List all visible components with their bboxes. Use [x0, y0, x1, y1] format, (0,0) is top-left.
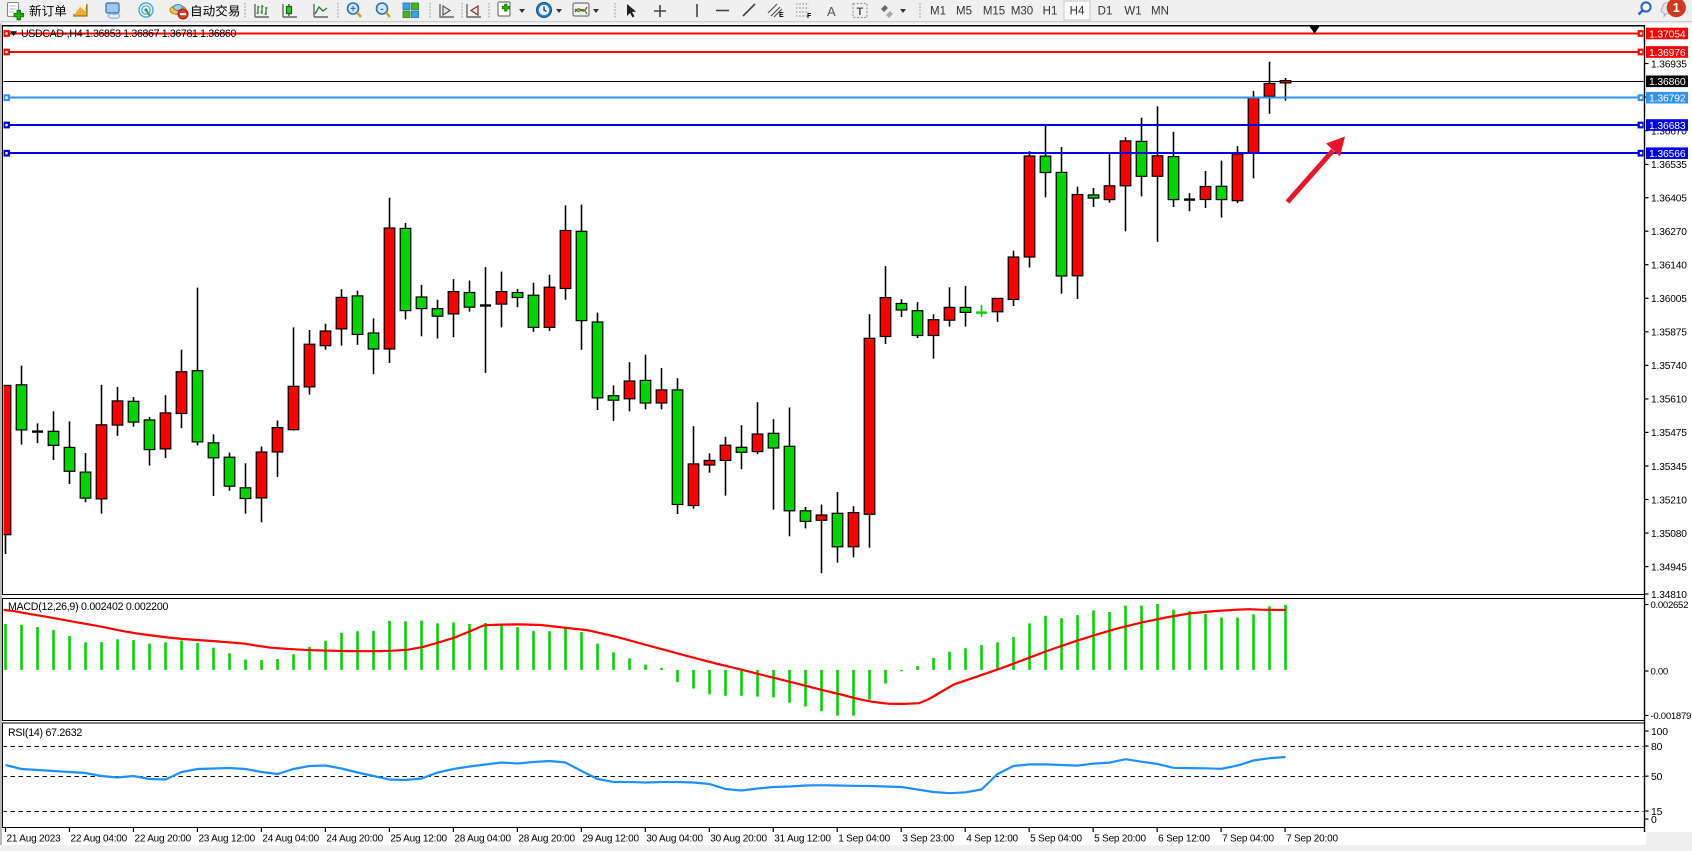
svg-text:1.35345: 1.35345 [1651, 462, 1687, 473]
svg-text:E: E [779, 12, 784, 19]
svg-text:MACD(12,26,9) 0.002402 0.00220: MACD(12,26,9) 0.002402 0.002200 [8, 601, 168, 613]
svg-text:RSI(14) 67.2632: RSI(14) 67.2632 [8, 727, 82, 739]
svg-text:4 Sep 12:00: 4 Sep 12:00 [966, 834, 1018, 845]
svg-text:31 Aug 12:00: 31 Aug 12:00 [774, 834, 831, 845]
svg-text:1.36405: 1.36405 [1651, 194, 1687, 205]
svg-text:1.35875: 1.35875 [1651, 328, 1687, 339]
svg-text:1.35740: 1.35740 [1651, 361, 1687, 372]
svg-text:5 Sep 20:00: 5 Sep 20:00 [1094, 834, 1146, 845]
svg-text:28 Aug 04:00: 28 Aug 04:00 [454, 834, 511, 845]
svg-text:1.36270: 1.36270 [1651, 227, 1687, 238]
svg-text:1.34810: 1.34810 [1651, 590, 1687, 601]
svg-text:1.36792: 1.36792 [1649, 94, 1686, 105]
svg-text:1.35210: 1.35210 [1651, 495, 1687, 506]
svg-text:3 Sep 23:00: 3 Sep 23:00 [902, 834, 954, 845]
svg-text:28 Aug 20:00: 28 Aug 20:00 [518, 834, 575, 845]
svg-text:1.35080: 1.35080 [1651, 529, 1687, 540]
svg-text:M15: M15 [983, 6, 1005, 18]
svg-text:50: 50 [1651, 772, 1663, 783]
svg-text:21 Aug 2023: 21 Aug 2023 [7, 834, 62, 845]
svg-text:1.36935: 1.36935 [1651, 59, 1687, 70]
svg-text:7 Sep 04:00: 7 Sep 04:00 [1222, 834, 1274, 845]
svg-text:T: T [857, 6, 864, 18]
svg-text:1 Sep 04:00: 1 Sep 04:00 [838, 834, 890, 845]
svg-text:23 Aug 12:00: 23 Aug 12:00 [198, 834, 255, 845]
svg-text:29 Aug 12:00: 29 Aug 12:00 [582, 834, 639, 845]
svg-text:1.36535: 1.36535 [1651, 160, 1687, 171]
svg-text:30 Aug 20:00: 30 Aug 20:00 [710, 834, 767, 845]
svg-text:1.37054: 1.37054 [1649, 29, 1686, 40]
svg-text:USDCAD-,H4 1.36853 1.36867 1.: USDCAD-,H4 1.36853 1.36867 1.36781 1.368… [21, 28, 236, 40]
svg-text:24 Aug 04:00: 24 Aug 04:00 [262, 834, 319, 845]
svg-text:M1: M1 [930, 6, 946, 18]
svg-text:W1: W1 [1124, 6, 1141, 18]
svg-text:1.36976: 1.36976 [1649, 48, 1686, 59]
svg-text:-0.001879: -0.001879 [1651, 711, 1692, 722]
svg-text:MN: MN [1151, 6, 1169, 18]
svg-text:1.36670: 1.36670 [1651, 126, 1687, 137]
svg-text:30 Aug 04:00: 30 Aug 04:00 [646, 834, 703, 845]
svg-text:0.002652: 0.002652 [1651, 600, 1689, 611]
svg-text:22 Aug 04:00: 22 Aug 04:00 [70, 834, 127, 845]
svg-text:D1: D1 [1098, 6, 1113, 18]
svg-text:25 Aug 12:00: 25 Aug 12:00 [390, 834, 447, 845]
svg-text:24 Aug 20:00: 24 Aug 20:00 [326, 834, 383, 845]
svg-text:80: 80 [1651, 742, 1663, 753]
svg-text:1.36140: 1.36140 [1651, 261, 1687, 272]
svg-text:0: 0 [1651, 815, 1657, 826]
svg-text:6 Sep 12:00: 6 Sep 12:00 [1158, 834, 1210, 845]
svg-text:M30: M30 [1011, 6, 1033, 18]
svg-text:100: 100 [1651, 727, 1668, 738]
svg-text:H1: H1 [1043, 6, 1058, 18]
svg-text:5 Sep 04:00: 5 Sep 04:00 [1030, 834, 1082, 845]
svg-text:1.34945: 1.34945 [1651, 562, 1687, 573]
svg-text:1.36860: 1.36860 [1649, 77, 1686, 88]
svg-text:A: A [827, 4, 836, 19]
svg-text:M5: M5 [956, 6, 972, 18]
svg-text:1: 1 [1673, 0, 1680, 15]
svg-text:H4: H4 [1070, 6, 1085, 18]
svg-text:-: - [380, 4, 383, 15]
svg-text:+: + [350, 4, 356, 15]
svg-text:1.36566: 1.36566 [1649, 149, 1686, 160]
svg-text:7 Sep 20:00: 7 Sep 20:00 [1286, 834, 1338, 845]
svg-text:1.35475: 1.35475 [1651, 428, 1687, 439]
svg-text:1.36683: 1.36683 [1649, 121, 1686, 132]
svg-text:F: F [807, 13, 812, 20]
svg-text:0.00: 0.00 [1651, 667, 1668, 678]
svg-text:22 Aug 20:00: 22 Aug 20:00 [134, 834, 191, 845]
svg-text:1.35610: 1.35610 [1651, 395, 1687, 406]
svg-text:1.36005: 1.36005 [1651, 294, 1687, 305]
svg-text:15: 15 [1651, 807, 1663, 818]
